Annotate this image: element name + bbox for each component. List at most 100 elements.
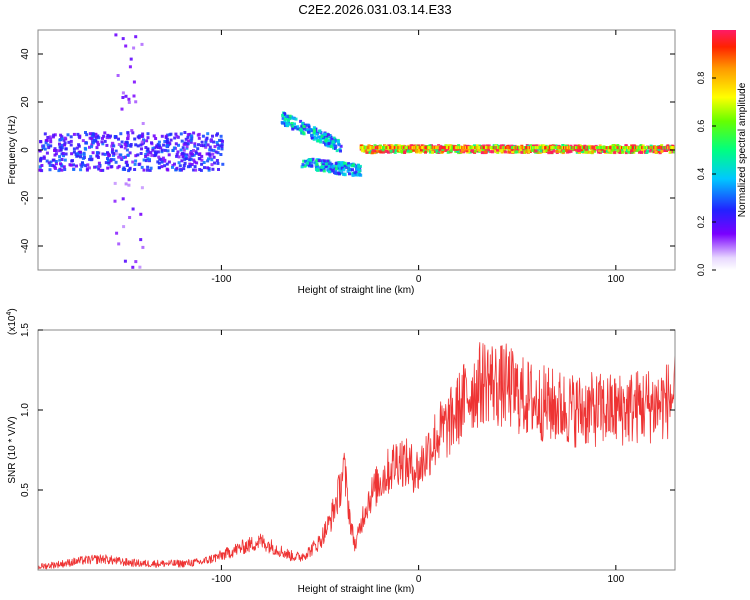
- spectrogram-core-cell: [568, 146, 571, 150]
- spectrogram-core-cell: [499, 146, 502, 150]
- spectrogram-cell: [140, 140, 144, 144]
- spectrogram-cell: [82, 153, 86, 157]
- spectrogram-cell: [527, 150, 530, 154]
- spectrogram-cell: [448, 144, 452, 148]
- spectrogram-cell: [660, 144, 664, 148]
- spectrogram-cell: [211, 134, 214, 138]
- spectrogram-cell: [131, 160, 135, 164]
- spectrogram-core-cell: [533, 146, 536, 150]
- spectrogram-cell: [48, 163, 52, 167]
- spectrogram-core-cell: [438, 146, 441, 150]
- spectrogram-core-cell: [387, 146, 390, 150]
- spectrogram-cell: [317, 135, 321, 139]
- spectrogram-cell: [89, 155, 93, 159]
- spectrogram-core-cell: [553, 146, 556, 150]
- spectrogram-cell: [647, 149, 651, 153]
- spectrogram-cell: [326, 159, 330, 163]
- spectrogram-cell: [39, 157, 43, 161]
- spectrogram-cell: [653, 147, 657, 151]
- spectrogram-cell: [134, 260, 138, 264]
- spectrogram-cell: [123, 259, 127, 263]
- spectrogram-core-cell: [409, 146, 412, 150]
- spectrogram-core-cell: [447, 146, 449, 150]
- spectrogram-ytick-label: 40: [20, 48, 31, 60]
- spectrogram-core-cell: [457, 146, 460, 150]
- spectrogram-cell: [178, 168, 182, 172]
- spectrogram-cell: [366, 148, 370, 152]
- spectrogram-core-cell: [450, 146, 453, 150]
- spectrogram-cell: [308, 163, 311, 167]
- spectrogram-cell: [76, 132, 80, 136]
- spectrogram-cell: [310, 164, 314, 168]
- spectrogram-cell: [214, 150, 218, 154]
- spectrogram-cell: [564, 149, 568, 152]
- spectrogram-cell: [301, 121, 305, 125]
- spectrogram-cell: [117, 137, 120, 141]
- spectrogram-cell: [319, 168, 323, 172]
- spectrogram-cell: [585, 150, 588, 154]
- spectrogram-core-cell: [561, 146, 564, 150]
- spectrogram-core-cell: [523, 146, 526, 150]
- spectrogram-cell: [641, 144, 645, 148]
- spectrogram-cell: [316, 168, 320, 172]
- spectrogram-cell: [284, 117, 287, 121]
- spectrogram-cell: [153, 146, 157, 150]
- spectrogram-cell: [195, 151, 199, 155]
- spectrogram-core-cell: [391, 146, 394, 150]
- spectrogram-cell: [107, 154, 111, 158]
- spectrogram-cell: [482, 144, 486, 148]
- spectrogram-core-cell: [662, 146, 665, 150]
- spectrogram-cell: [205, 136, 209, 140]
- spectrogram-cell: [101, 168, 105, 172]
- spectrogram-core-cell: [405, 146, 408, 150]
- spectrogram-cell: [128, 65, 132, 69]
- spectrogram-cell: [38, 149, 42, 153]
- spectrogram-cell: [79, 163, 83, 167]
- spectrogram-cell: [321, 163, 325, 166]
- snr-scale-label: (x104): [6, 308, 18, 335]
- spectrogram-cell: [287, 118, 291, 122]
- spectrogram-cell: [307, 161, 311, 165]
- spectrogram-core-cell: [481, 146, 484, 150]
- spectrogram-cell: [137, 163, 141, 166]
- spectrogram-core-cell: [512, 146, 515, 150]
- spectrogram-cell: [670, 150, 674, 154]
- spectrogram-cell: [174, 168, 178, 172]
- spectrogram-cell: [593, 149, 597, 153]
- spectrogram-cell: [333, 140, 337, 144]
- page-title: C2E2.2026.031.03.14.E33: [298, 2, 452, 17]
- colorbar-tick-label: 0.0: [696, 264, 706, 277]
- spectrogram-cell: [208, 156, 212, 160]
- spectrogram-cell: [107, 160, 111, 164]
- spectrogram-core-cell: [604, 146, 607, 150]
- spectrogram-cell: [134, 143, 138, 147]
- spectrogram-cell: [288, 114, 292, 118]
- spectrogram-cell: [216, 143, 220, 147]
- spectrogram-core-cell: [374, 146, 377, 150]
- spectrogram-cell: [656, 149, 660, 153]
- spectrogram-core-cell: [386, 146, 389, 150]
- spectrogram-cell: [113, 199, 117, 203]
- spectrogram-core-cell: [647, 146, 649, 150]
- spectrogram-core-cell: [480, 146, 483, 150]
- spectrogram-core-cell: [548, 146, 551, 150]
- spectrogram-cell: [110, 144, 114, 148]
- spectrogram-cell: [109, 159, 113, 163]
- spectrogram-cell: [67, 140, 71, 144]
- spectrogram-cell: [348, 168, 352, 171]
- spectrogram-core-cell: [585, 146, 588, 150]
- spectrogram-cell: [435, 150, 439, 154]
- spectrogram-cell: [178, 164, 182, 168]
- snr-ylabel: SNR (10 * V/V): [7, 416, 18, 483]
- spectrogram-cell: [333, 166, 337, 170]
- spectrogram-core-cell: [552, 146, 555, 150]
- spectrogram-cell: [348, 172, 351, 176]
- spectrogram-cell: [334, 144, 338, 148]
- snr-ytick-label: 0.5: [20, 483, 31, 497]
- spectrogram-cell: [146, 168, 149, 172]
- spectrogram-cell: [342, 168, 346, 172]
- spectrogram-cell: [393, 148, 397, 152]
- spectrogram-core-cell: [397, 146, 400, 150]
- spectrogram-cell: [69, 163, 73, 167]
- spectrogram-core-cell: [484, 146, 487, 150]
